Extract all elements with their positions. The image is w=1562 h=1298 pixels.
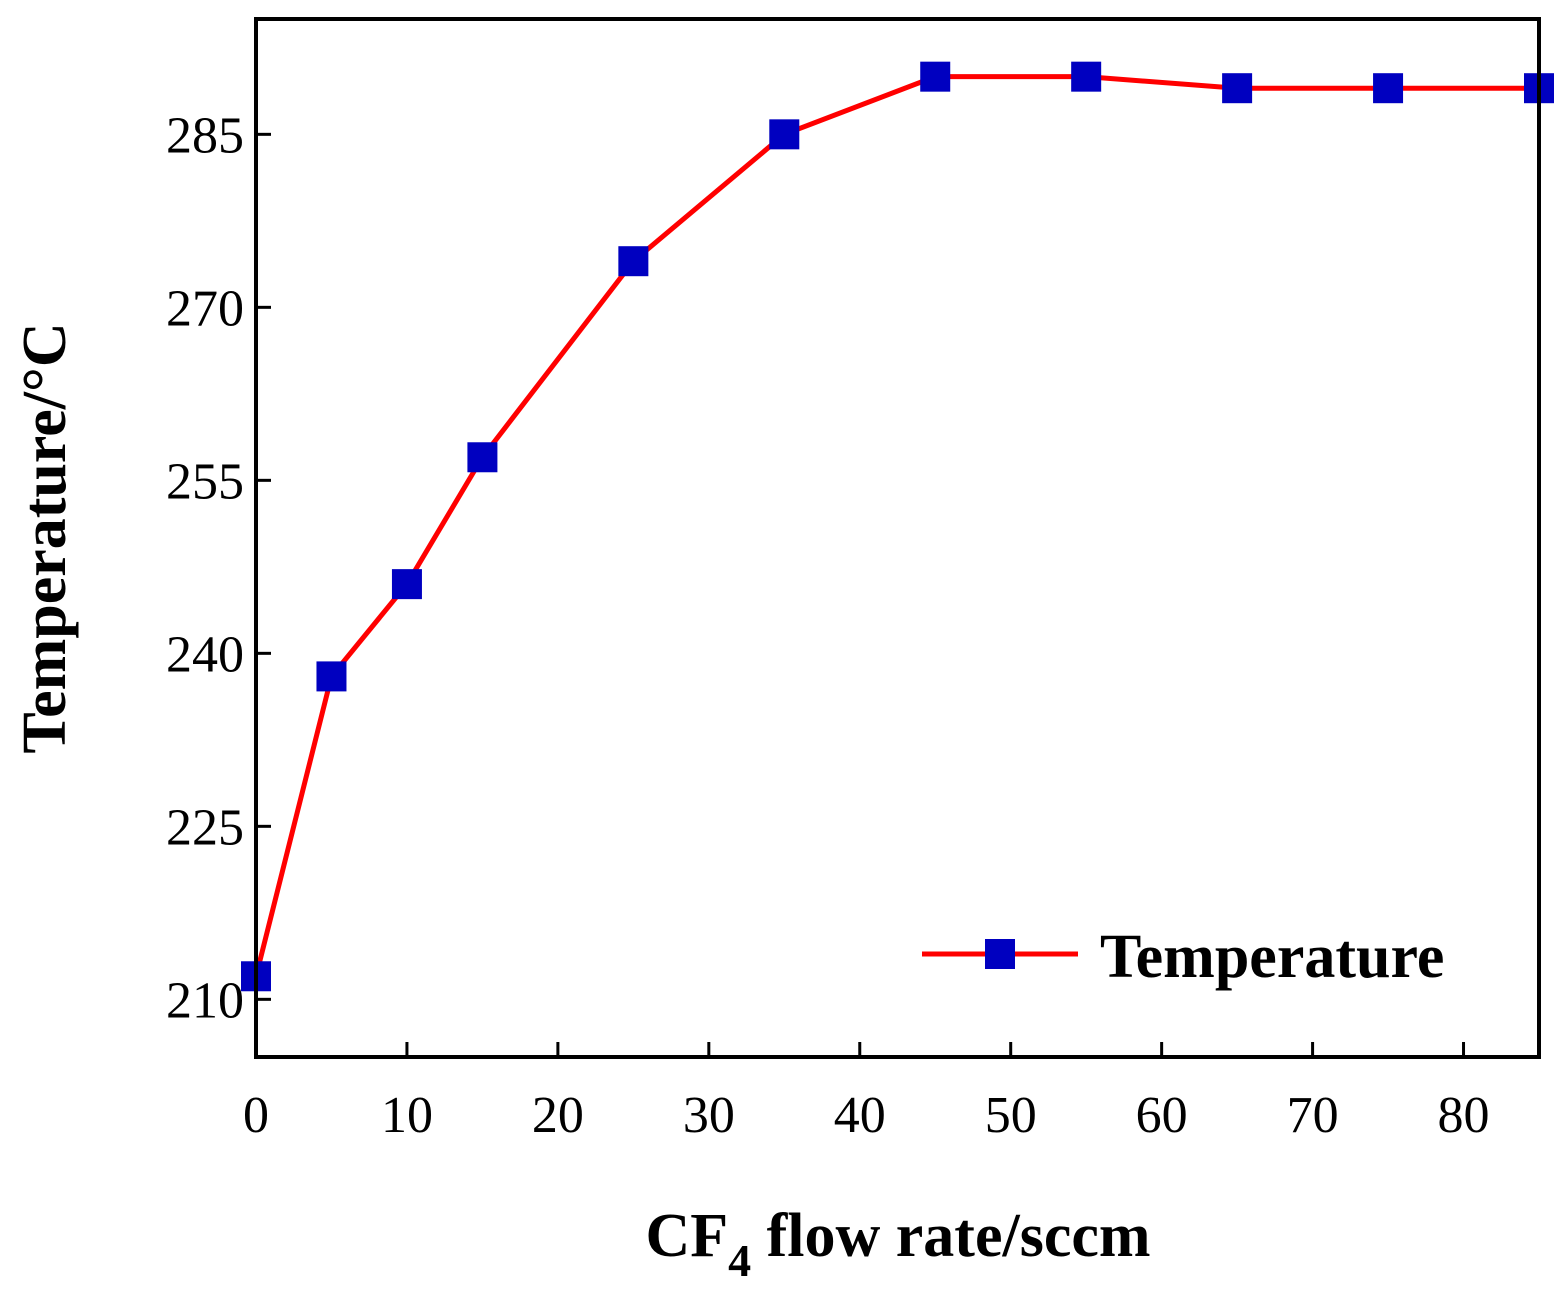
x-tick-label: 0 [243, 1087, 269, 1144]
data-point-marker [467, 442, 498, 473]
x-tick-label: 30 [683, 1087, 735, 1144]
x-tick-label: 60 [1136, 1087, 1188, 1144]
x-tick-label: 50 [985, 1087, 1037, 1144]
legend-label: Temperature [1100, 923, 1444, 991]
x-tick-label: 10 [381, 1087, 433, 1144]
plot-frame [254, 17, 1541, 1059]
x-axis-title-suffix: flow rate/sccm [751, 1202, 1150, 1270]
y-tick-label: 285 [166, 107, 244, 164]
y-tick-label: 210 [166, 972, 244, 1029]
data-point-marker [920, 61, 951, 92]
data-point-marker [1071, 61, 1102, 92]
y-tick-label: 270 [166, 280, 244, 337]
series-line-temperature [253, 74, 1539, 977]
x-axis-title-prefix: CF [645, 1202, 728, 1270]
y-axis-title: Temperature/°C [11, 322, 79, 753]
x-tick-label: 80 [1438, 1087, 1490, 1144]
legend: Temperature [922, 923, 1444, 991]
series-layer [241, 61, 1554, 992]
x-axis-ticks: 0 10 20 30 40 50 60 70 80 [243, 1042, 1490, 1144]
y-tick-label: 240 [166, 626, 244, 683]
y-tick-label: 255 [166, 453, 244, 510]
x-tick-label: 40 [834, 1087, 886, 1144]
x-tick-label: 20 [532, 1087, 584, 1144]
data-point-marker [769, 119, 800, 150]
data-point-marker [316, 661, 347, 692]
y-axis-ticks: 210 225 240 255 270 285 [166, 107, 271, 1029]
x-axis-title: CF4 flow rate/sccm [645, 1202, 1150, 1286]
data-point-marker [618, 246, 649, 277]
y-tick-label: 225 [166, 799, 244, 856]
data-point-marker [1373, 73, 1404, 104]
data-point-marker [391, 569, 422, 600]
x-tick-label: 70 [1287, 1087, 1339, 1144]
data-point-marker [1222, 73, 1253, 104]
legend-marker-swatch [985, 939, 1015, 969]
x-axis-title-subscript: 4 [728, 1235, 751, 1286]
